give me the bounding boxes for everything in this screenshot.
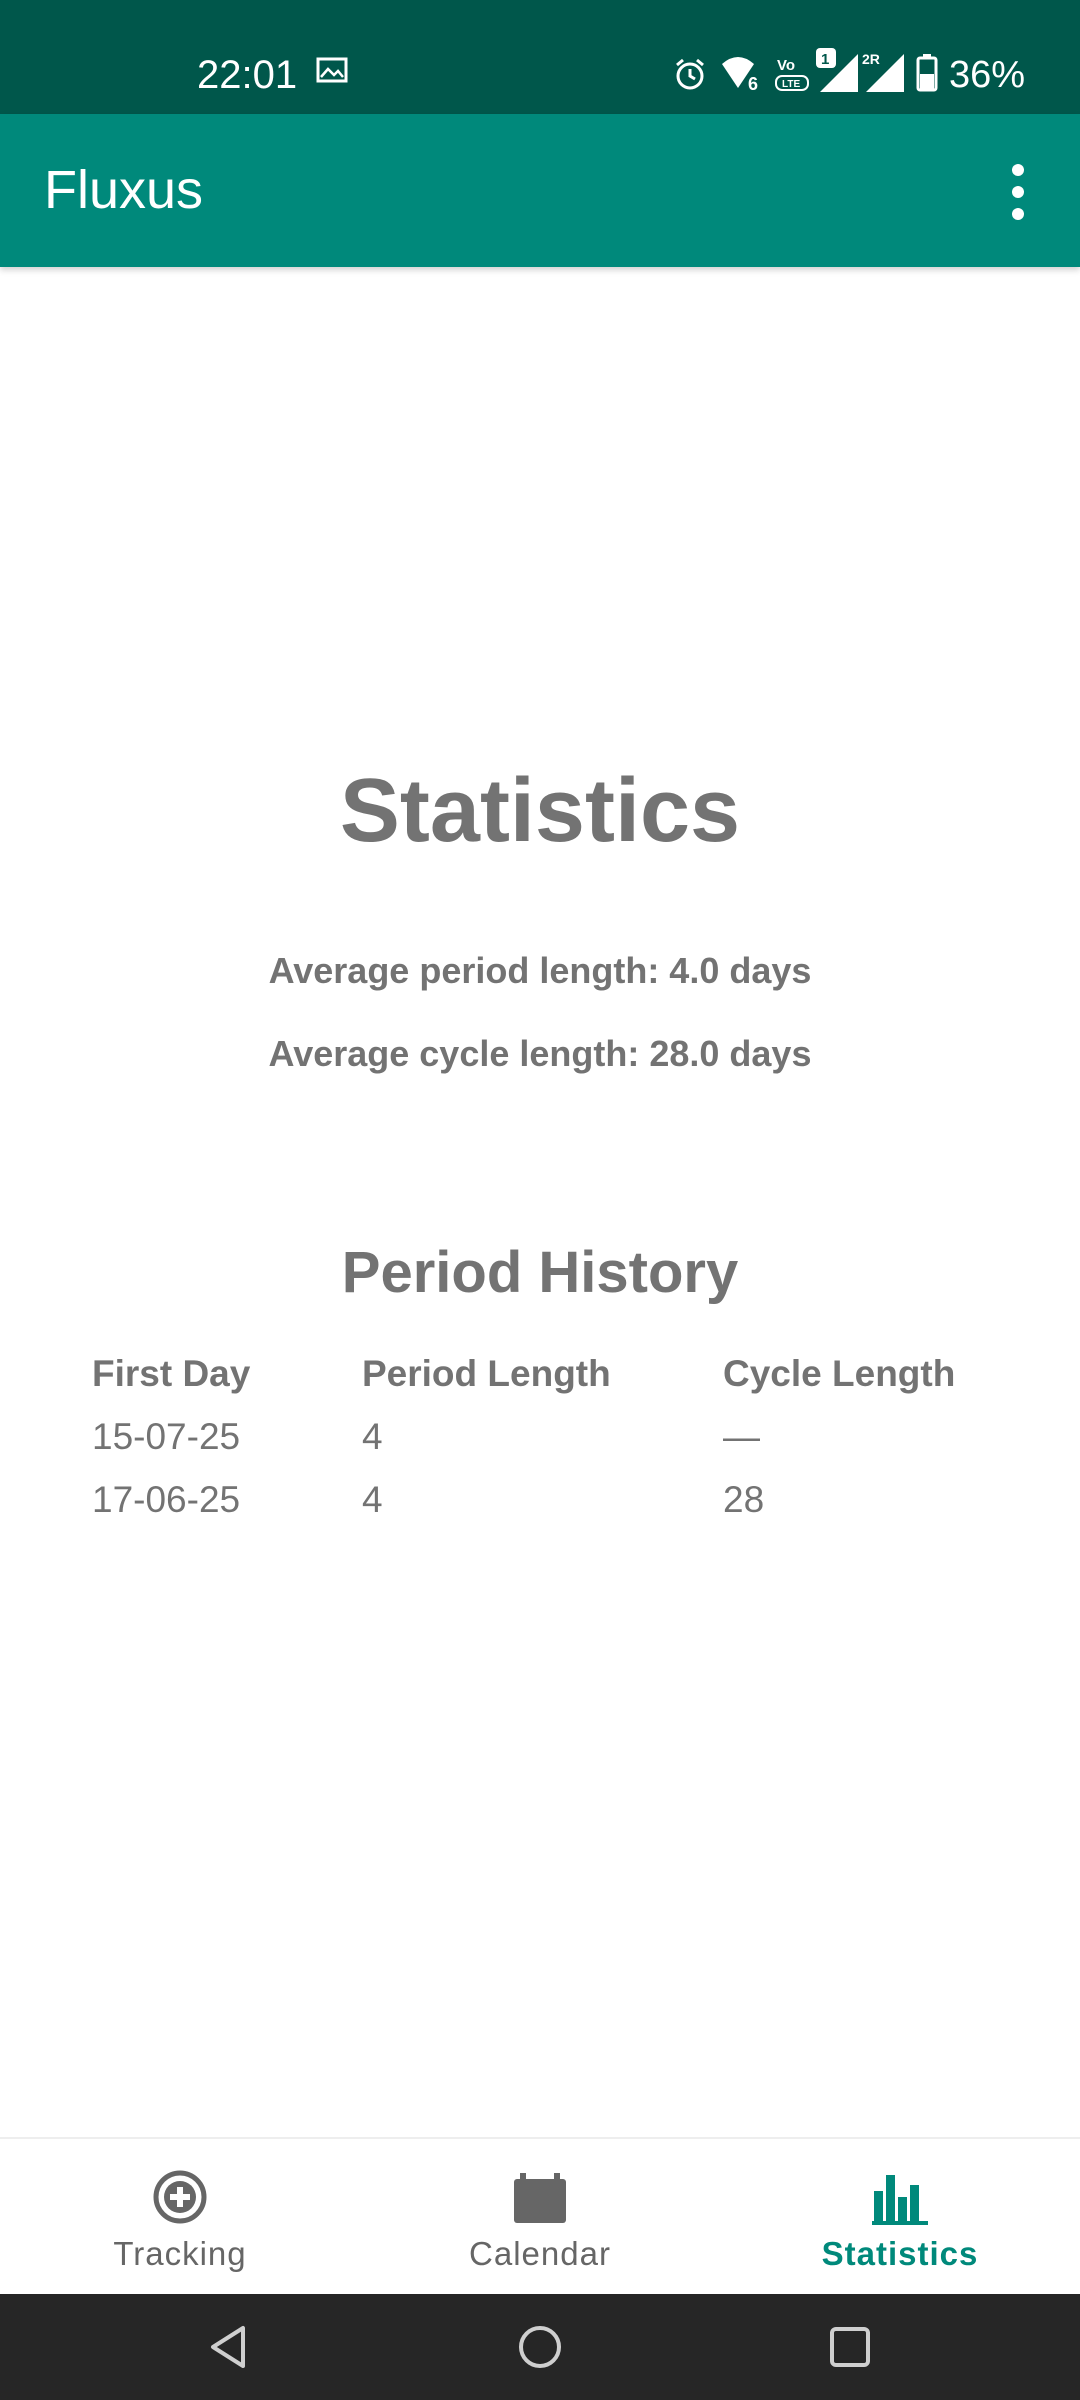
svg-text:2R: 2R (862, 51, 880, 67)
average-cycle-length: Average cycle length: 28.0 days (268, 1033, 812, 1074)
wifi-6-icon: 6 (722, 57, 758, 94)
nav-label-calendar: Calendar (469, 2235, 611, 2272)
table-header-row: First Day Period Length Cycle Length (92, 1342, 992, 1405)
average-period-length: Average period length: 4.0 days (268, 950, 812, 991)
alarm-icon (676, 58, 704, 90)
bar-chart-icon (872, 2175, 928, 2225)
add-circle-icon (153, 2170, 207, 2224)
nav-item-calendar[interactable]: Calendar (360, 2139, 720, 2296)
calendar-icon (514, 2173, 566, 2223)
signal-2r-icon: 2R (862, 51, 904, 92)
app-bar: Fluxus (0, 114, 1080, 267)
svg-text:LTE: LTE (782, 79, 800, 90)
battery-percentage: 36% (949, 54, 1026, 96)
battery-icon (916, 54, 938, 92)
recents-icon[interactable] (825, 2322, 875, 2372)
image-icon (316, 57, 348, 83)
column-header-cycle-length: Cycle Length (723, 1353, 956, 1394)
overflow-menu-button[interactable] (988, 154, 1048, 230)
volte-icon: Vo LTE (775, 57, 809, 91)
app-title: Fluxus (44, 160, 204, 220)
statistics-screen: Statistics Average period length: 4.0 da… (0, 267, 1080, 2137)
first-day-cell: 15-07-25 (92, 1416, 241, 1457)
more-vert-icon (1012, 164, 1024, 220)
table-row: 15-07-25 4 — (92, 1405, 992, 1468)
svg-text:1: 1 (821, 51, 829, 68)
page-title: Statistics (339, 761, 741, 861)
signal-1-icon: 1 (816, 48, 858, 92)
status-time: 22:01 (197, 53, 298, 97)
svg-text:Vo: Vo (777, 57, 795, 74)
nav-item-statistics[interactable]: Statistics (720, 2139, 1080, 2296)
nav-item-tracking[interactable]: Tracking (0, 2139, 360, 2296)
period-history-table: First Day Period Length Cycle Length 15-… (92, 1342, 992, 1531)
period-length-cell: 4 (362, 1479, 383, 1520)
status-bar: 22:01 6 Vo LTE 1 2R 36% (0, 0, 1080, 114)
column-header-first-day: First Day (92, 1353, 251, 1394)
period-history-title: Period History (341, 1240, 739, 1305)
back-icon[interactable] (205, 2322, 255, 2372)
svg-text:6: 6 (748, 74, 758, 94)
table-row: 17-06-25 4 28 (92, 1468, 992, 1531)
period-length-cell: 4 (362, 1416, 383, 1457)
nav-label-statistics: Statistics (821, 2235, 979, 2272)
bottom-navigation: Tracking Calendar Statistics (0, 2137, 1080, 2296)
cycle-length-cell: 28 (723, 1479, 765, 1520)
cycle-length-cell: — (723, 1416, 760, 1457)
first-day-cell: 17-06-25 (92, 1479, 241, 1520)
home-icon[interactable] (515, 2322, 565, 2372)
system-navigation-bar (0, 2294, 1080, 2400)
nav-label-tracking: Tracking (113, 2235, 247, 2272)
column-header-period-length: Period Length (362, 1353, 611, 1394)
